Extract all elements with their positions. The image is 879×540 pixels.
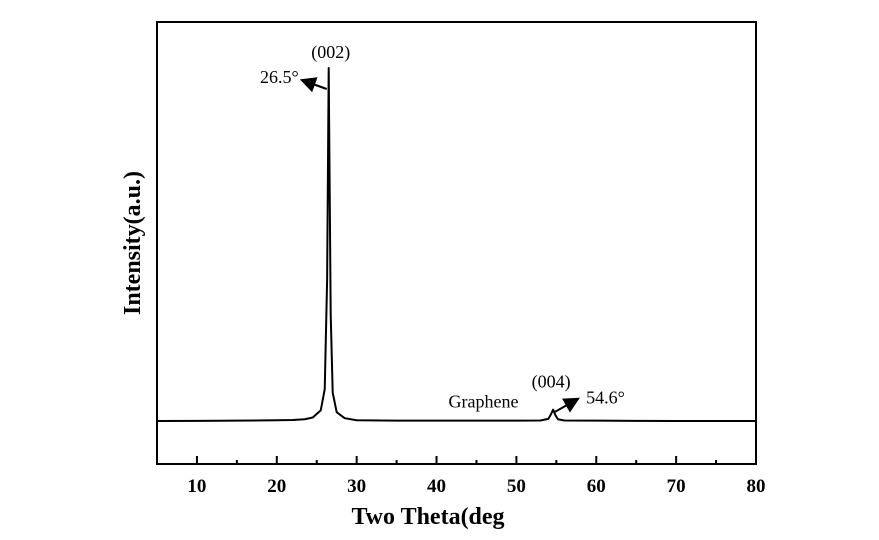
x-tick-label: 80 bbox=[747, 476, 766, 497]
x-tick-label: 10 bbox=[187, 476, 206, 497]
x-tick-label: 40 bbox=[427, 476, 446, 497]
x-axis-ticks bbox=[156, 456, 757, 464]
series-line-graphene bbox=[156, 67, 756, 422]
x-tick-label: 20 bbox=[267, 476, 286, 497]
arrow-26-5 bbox=[299, 77, 328, 93]
peak-position-label-26-5: 26.5° bbox=[260, 67, 299, 87]
peak-position-label-54-6: 54.6° bbox=[586, 388, 625, 408]
x-tick-label: 60 bbox=[587, 476, 606, 497]
arrow-54-6 bbox=[554, 397, 580, 413]
x-axis-title: Two Theta(deg bbox=[351, 504, 504, 530]
plot-frame bbox=[156, 21, 757, 465]
y-axis-title: Intensity(a.u.) bbox=[120, 171, 146, 315]
x-tick-label: 70 bbox=[667, 476, 686, 497]
x-tick-label: 50 bbox=[507, 476, 526, 497]
peak-label-004: (004) bbox=[532, 372, 571, 393]
x-tick-label: 30 bbox=[347, 476, 366, 497]
peak-label-002: (002) bbox=[311, 42, 350, 63]
x-axis-tick-labels: 10 20 30 40 50 60 70 80 bbox=[187, 476, 765, 497]
series-label-graphene: Graphene bbox=[448, 392, 518, 412]
